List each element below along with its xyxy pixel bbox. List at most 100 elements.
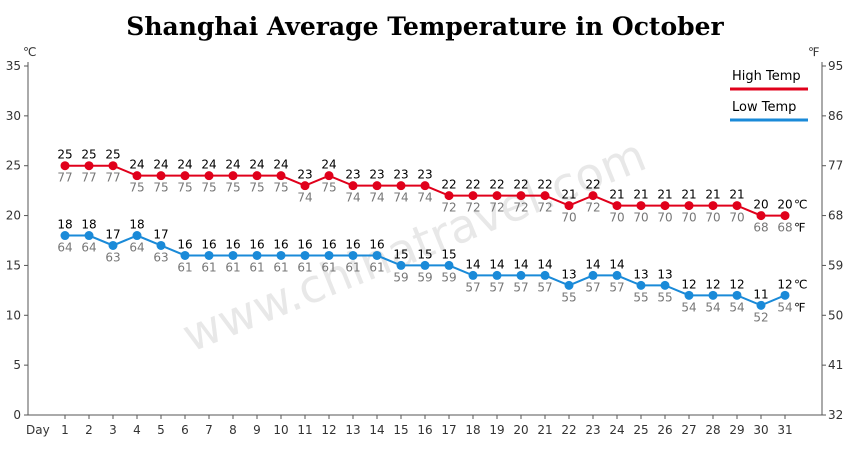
data-label-c: 22: [489, 178, 504, 192]
data-point: [132, 171, 142, 181]
data-label-c: 16: [321, 237, 336, 251]
data-label-c: 21: [609, 188, 624, 202]
data-point: [492, 270, 502, 280]
unit-label-f: ℉: [794, 300, 805, 314]
x-tick-label: 29: [729, 423, 744, 437]
unit-label-c: ℃: [794, 198, 807, 212]
x-tick-label: 6: [181, 423, 189, 437]
x-tick-label: 30: [753, 423, 768, 437]
right-tick-label: 41: [828, 358, 843, 372]
data-label-c: 13: [561, 267, 576, 281]
data-label-c: 16: [369, 237, 384, 251]
data-label-f: 55: [633, 290, 648, 304]
data-label-c: 25: [81, 148, 96, 162]
data-label-f: 75: [273, 181, 288, 195]
data-label-c: 21: [633, 188, 648, 202]
left-tick-label: 0: [13, 408, 21, 422]
data-label-f: 68: [777, 221, 792, 235]
left-tick-label: 30: [6, 109, 21, 123]
right-axis-ticks: 32 41 50 59 68 77 86 95: [822, 59, 843, 422]
data-point: [396, 181, 406, 191]
data-point: [204, 250, 214, 260]
series-1: 18 64 18 64 17 63 18 64 17 63 16 61 16 61 16 61 16 61 16 61…: [57, 218, 807, 325]
x-tick-label: 20: [513, 423, 528, 437]
watermark: www.chinatravel.com: [175, 128, 653, 363]
left-tick-label: 20: [6, 209, 21, 223]
data-point: [132, 231, 142, 241]
x-tick-label: 14: [369, 423, 384, 437]
data-point: [444, 191, 454, 201]
data-label-f: 75: [249, 181, 264, 195]
x-tick-label: 10: [273, 423, 288, 437]
legend: High Temp Low Temp: [730, 69, 808, 122]
right-tick-label: 32: [828, 408, 843, 422]
data-label-f: 77: [81, 171, 96, 185]
data-label-f: 61: [201, 260, 216, 274]
x-axis-label: Day: [26, 423, 50, 437]
data-label-f: 54: [705, 300, 720, 314]
x-tick-label: 11: [297, 423, 312, 437]
data-point: [156, 240, 166, 250]
data-point: [348, 250, 358, 260]
data-label-c: 22: [441, 178, 456, 192]
data-label-c: 24: [249, 158, 264, 172]
data-label-f: 61: [273, 260, 288, 274]
left-axis-ticks: 0 5 10 15 20 25 30 35: [6, 59, 28, 422]
data-point: [612, 270, 622, 280]
data-label-f: 57: [585, 280, 600, 294]
x-tick-label: 23: [585, 423, 600, 437]
x-tick-label: 2: [85, 423, 93, 437]
data-label-f: 57: [513, 280, 528, 294]
legend-low-label: Low Temp: [732, 100, 796, 115]
data-label-f: 68: [753, 221, 768, 235]
data-point: [708, 290, 718, 300]
data-point: [60, 231, 70, 241]
x-tick-label: 25: [633, 423, 648, 437]
data-label-f: 54: [729, 300, 744, 314]
data-point: [444, 260, 454, 270]
data-label-c: 21: [657, 188, 672, 202]
x-tick-label: 13: [345, 423, 360, 437]
data-label-f: 77: [105, 171, 120, 185]
data-point: [516, 270, 526, 280]
data-label-f: 61: [297, 260, 312, 274]
data-label-c: 14: [513, 257, 528, 271]
data-point: [204, 171, 214, 181]
data-label-f: 55: [561, 290, 576, 304]
x-tick-label: 1: [61, 423, 69, 437]
data-point: [732, 290, 742, 300]
data-label-c: 22: [513, 178, 528, 192]
data-label-f: 70: [729, 211, 744, 225]
data-label-f: 75: [225, 181, 240, 195]
x-tick-label: 8: [229, 423, 237, 437]
data-label-c: 20: [753, 198, 768, 212]
data-point: [780, 290, 790, 300]
data-point: [180, 250, 190, 260]
unit-label-f: ℉: [794, 221, 805, 235]
data-label-f: 75: [201, 181, 216, 195]
x-tick-label: 12: [321, 423, 336, 437]
data-label-c: 22: [537, 178, 552, 192]
data-label-f: 61: [225, 260, 240, 274]
left-tick-label: 25: [6, 159, 21, 173]
x-tick-label: 15: [393, 423, 408, 437]
data-label-f: 74: [393, 191, 408, 205]
x-tick-label: 24: [609, 423, 624, 437]
data-label-f: 54: [777, 300, 792, 314]
data-label-c: 23: [417, 168, 432, 182]
data-point: [516, 191, 526, 201]
data-label-c: 23: [369, 168, 384, 182]
data-label-c: 14: [585, 257, 600, 271]
data-label-f: 74: [297, 191, 312, 205]
x-tick-label: 27: [681, 423, 696, 437]
x-tick-label: 4: [133, 423, 141, 437]
data-label-c: 16: [201, 237, 216, 251]
data-label-c: 14: [537, 257, 552, 271]
series-0: 25 77 25 77 25 77 24 75 24 75 24 75 24 75 24 75 24 75 24 75…: [57, 148, 807, 235]
data-label-f: 57: [537, 280, 552, 294]
data-point: [708, 201, 718, 211]
data-label-c: 23: [297, 168, 312, 182]
data-label-c: 18: [129, 218, 144, 232]
data-label-c: 24: [225, 158, 240, 172]
